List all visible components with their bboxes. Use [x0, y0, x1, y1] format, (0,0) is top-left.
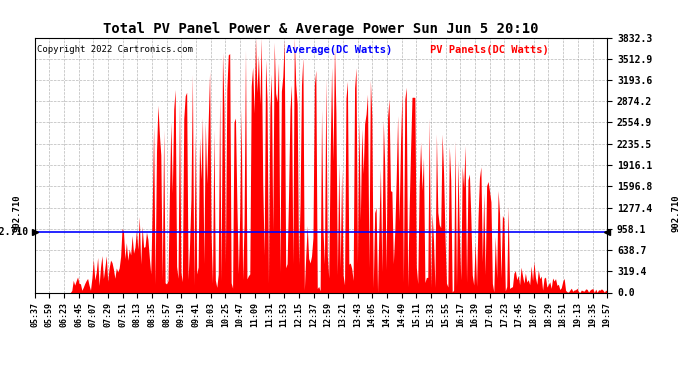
Text: Copyright 2022 Cartronics.com: Copyright 2022 Cartronics.com: [37, 45, 193, 54]
Title: Total PV Panel Power & Average Power Sun Jun 5 20:10: Total PV Panel Power & Average Power Sun…: [103, 22, 539, 36]
Text: Average(DC Watts): Average(DC Watts): [286, 45, 393, 55]
Text: 902.710: 902.710: [0, 227, 29, 237]
Text: PV Panels(DC Watts): PV Panels(DC Watts): [430, 45, 549, 55]
Text: 902.710: 902.710: [671, 195, 680, 232]
Text: 902.710: 902.710: [13, 195, 22, 232]
